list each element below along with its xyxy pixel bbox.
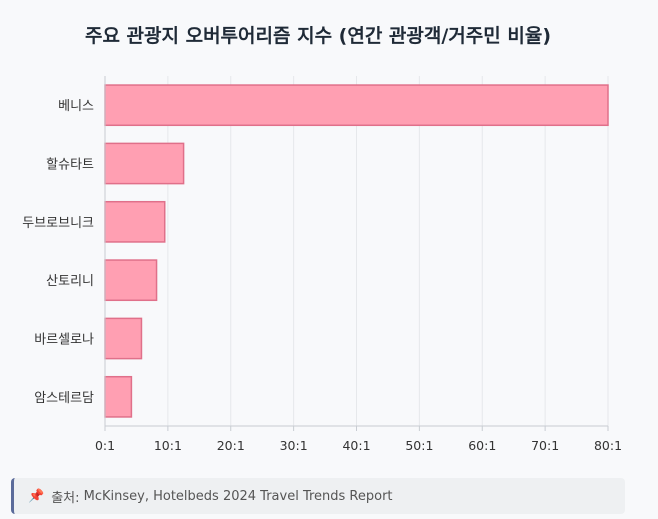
- category-label: 암스테르담: [34, 391, 94, 406]
- category-label: 할슈타트: [46, 158, 94, 173]
- source-note: 📌 출처: McKinsey, Hotelbeds 2024 Travel Tr…: [11, 478, 625, 514]
- category-label: 베니스: [58, 99, 94, 114]
- x-tick-label: 20:1: [217, 438, 245, 453]
- grid-lines: [167, 76, 609, 426]
- bar: [104, 142, 185, 185]
- x-tick-label: 70:1: [531, 438, 559, 453]
- category-label: 두브로브니크: [22, 216, 94, 231]
- bar: [104, 259, 158, 302]
- x-tick-label: 50:1: [405, 438, 433, 453]
- x-tick-label: 80:1: [594, 438, 622, 453]
- x-tick-label: 0:1: [95, 438, 115, 453]
- x-tick-label: 30:1: [280, 438, 308, 453]
- source-text: McKinsey, Hotelbeds 2024 Travel Trends R…: [83, 488, 393, 504]
- x-axis-ticks: 0:1 10:1 20:1 30:1 40:1 50:1 60:1 70:1 80:1: [95, 426, 622, 453]
- category-label: 바르셀로나: [34, 333, 94, 348]
- bar: [104, 375, 133, 418]
- pushpin-icon: 📌: [28, 488, 45, 504]
- x-tick-label: 10:1: [154, 438, 182, 453]
- source-label: 출처:: [51, 490, 80, 506]
- x-tick-label: 40:1: [342, 438, 370, 453]
- category-label: 산토리니: [46, 274, 94, 289]
- chart-title: 주요 관광지 오버투어리즘 지수 (연간 관광객/거주민 비율): [85, 25, 551, 47]
- bar: [104, 200, 166, 243]
- x-tick-label: 60:1: [468, 438, 496, 453]
- bar: [104, 317, 143, 360]
- bar: [104, 84, 609, 127]
